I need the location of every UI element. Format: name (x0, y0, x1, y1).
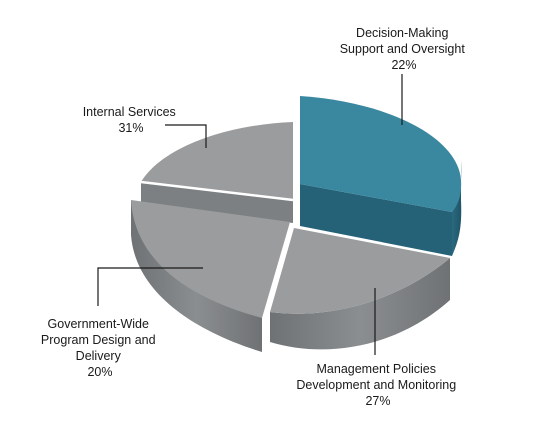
slice-decision-making (300, 96, 462, 256)
label-government-wide-line2: Program Design and (41, 333, 156, 347)
label-management-policies-line1: Management Policies (317, 362, 437, 376)
slice-government-wide (131, 200, 290, 352)
label-internal-services-value: 31% (118, 121, 143, 135)
label-government-wide-line1: Government-Wide (48, 317, 149, 331)
label-decision-making-line2: Support and Oversight (340, 42, 466, 56)
label-government-wide-line3: Delivery (76, 349, 122, 363)
label-management-policies: Management Policies Development and Moni… (296, 362, 459, 408)
leader-lines (97, 74, 403, 355)
slice-internal-services (140, 122, 294, 223)
label-decision-making-line1: Decision-Making (356, 26, 448, 40)
label-decision-making: Decision-Making Support and Oversight 22… (340, 26, 469, 72)
label-management-policies-line2: Development and Monitoring (296, 378, 456, 392)
label-government-wide-value: 20% (87, 365, 112, 379)
label-management-policies-value: 27% (365, 394, 390, 408)
label-government-wide: Government-Wide Program Design and Deliv… (41, 317, 159, 379)
label-internal-services: Internal Services 31% (83, 105, 180, 135)
label-decision-making-value: 22% (391, 58, 416, 72)
slice-management-policies (270, 228, 450, 350)
label-internal-services-line1: Internal Services (83, 105, 176, 119)
